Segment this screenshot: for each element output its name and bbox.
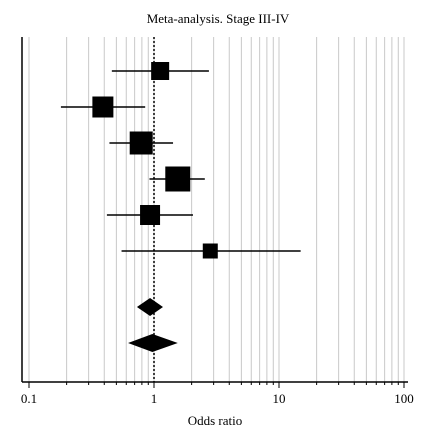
- chart-title: Meta-analysis. Stage III-IV: [147, 11, 290, 26]
- gridlines: [28, 37, 405, 382]
- x-tick-label: 100: [394, 391, 414, 406]
- x-tick-label: 0.1: [21, 391, 37, 406]
- study-point-estimate: [151, 62, 170, 80]
- x-tick-label: 10: [273, 391, 286, 406]
- pooled-diamond: [136, 298, 163, 316]
- study-estimates: [60, 62, 301, 259]
- study-point-estimate: [129, 131, 153, 155]
- pooled-estimates: [128, 298, 178, 352]
- pooled-diamond: [128, 334, 178, 352]
- study-point-estimate: [140, 205, 161, 225]
- x-tick-label: 1: [151, 391, 158, 406]
- x-axis-label: Odds ratio: [188, 413, 243, 428]
- study-point-estimate: [92, 96, 114, 118]
- x-axis-ticks: 0.1 1 10 100: [21, 382, 414, 406]
- study-point-estimate: [165, 166, 191, 192]
- study-point-estimate: [202, 243, 218, 259]
